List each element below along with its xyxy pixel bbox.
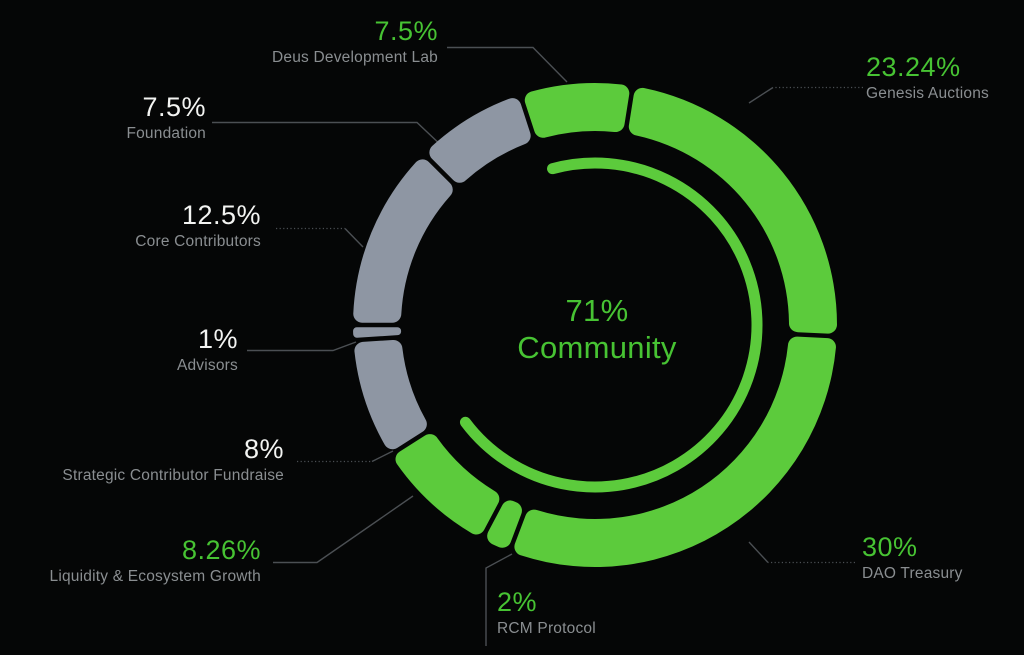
slice-label-genesis-auctions: 23.24% Genesis Auctions bbox=[866, 52, 989, 102]
slice-name: Strategic Contributor Fundraise bbox=[62, 467, 284, 484]
leader-line-advisors bbox=[247, 341, 357, 352]
slice-value: 2% bbox=[497, 587, 538, 617]
segment-deus bbox=[524, 83, 630, 138]
leader-line-liquidity bbox=[273, 495, 414, 564]
leader-line-dao bbox=[748, 541, 769, 563]
slice-name: Core Contributors bbox=[135, 233, 261, 250]
slice-name: Deus Development Lab bbox=[272, 49, 438, 66]
leader-line-rcm bbox=[485, 553, 513, 646]
slice-name: Advisors bbox=[176, 357, 238, 374]
center-name: Community bbox=[517, 330, 677, 365]
slice-label-dao-treasury: 30% DAO Treasury bbox=[862, 532, 963, 582]
segment-liquidity bbox=[395, 434, 500, 535]
slice-value: 30% bbox=[862, 532, 918, 562]
slice-name: Genesis Auctions bbox=[866, 85, 989, 102]
leader-line-deus bbox=[447, 46, 568, 83]
slice-label-liquidity-ecosystem-growth: 8.26% Liquidity & Ecosystem Growth bbox=[50, 535, 261, 585]
leader-line-core bbox=[344, 228, 364, 248]
slice-name: DAO Treasury bbox=[862, 565, 963, 582]
slice-name: RCM Protocol bbox=[497, 620, 596, 637]
slice-value: 23.24% bbox=[866, 52, 961, 82]
center-label: 71% Community bbox=[517, 292, 676, 366]
slice-name: Liquidity & Ecosystem Growth bbox=[49, 568, 261, 585]
segment-strategic bbox=[354, 339, 427, 450]
slice-value: 7.5% bbox=[142, 92, 206, 122]
slice-label-rcm-protocol: 2% RCM Protocol bbox=[497, 587, 596, 637]
leader-line-foundation bbox=[212, 121, 445, 149]
slice-name: Foundation bbox=[126, 125, 206, 142]
slice-value: 8% bbox=[243, 434, 284, 464]
slice-value: 12.5% bbox=[181, 200, 261, 230]
slice-value: 7.5% bbox=[374, 16, 438, 46]
center-value: 71% bbox=[565, 293, 629, 328]
slice-label-deus-development-lab: 7.5% Deus Development Lab bbox=[272, 16, 438, 66]
slice-value: 8.26% bbox=[181, 535, 261, 565]
segment-dao bbox=[514, 336, 836, 568]
community-inner-arc bbox=[459, 157, 763, 493]
leader-line-strategic bbox=[371, 450, 394, 463]
segment-genesis bbox=[628, 87, 837, 334]
leader-line-genesis bbox=[748, 86, 774, 104]
slice-label-advisors: 1% Advisors bbox=[177, 324, 238, 374]
slice-label-core-contributors: 12.5% Core Contributors bbox=[135, 200, 261, 250]
slice-value: 1% bbox=[197, 324, 238, 354]
segment-advisors bbox=[353, 327, 402, 338]
segment-core bbox=[353, 159, 453, 323]
segment-foundation bbox=[429, 98, 531, 183]
slice-label-foundation: 7.5% Foundation bbox=[126, 92, 206, 142]
slice-label-strategic-contributor-fundraise: 8% Strategic Contributor Fundraise bbox=[62, 434, 284, 484]
segment-rcm bbox=[487, 500, 522, 548]
